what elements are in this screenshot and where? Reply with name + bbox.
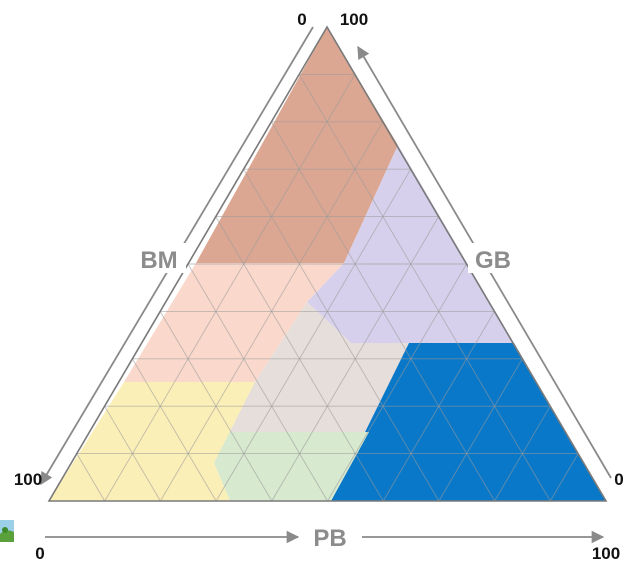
bm-end-value: 100	[14, 470, 42, 489]
grid-line-diagonal-left	[215, 168, 412, 502]
grid-line-diagonal-right	[271, 121, 495, 502]
bm-start-value: 0	[297, 10, 306, 29]
region-mixed-left	[49, 382, 255, 501]
grid-line-diagonal-right	[132, 358, 217, 502]
grid-line-diagonal-left	[160, 121, 384, 502]
pb-start-value: 0	[35, 544, 44, 563]
gb-label-bg	[468, 243, 518, 273]
grid-line-diagonal-left	[327, 263, 467, 502]
gb-axis-label: GB	[475, 247, 511, 274]
pb-axis-label: PB	[313, 525, 346, 552]
gb-start-value: 0	[614, 470, 623, 489]
pb-end-value: 100	[592, 544, 620, 563]
region-pb-rich	[331, 343, 606, 501]
grid-lines	[76, 73, 579, 502]
region-mixed-center	[228, 302, 409, 432]
gb-end-value: 100	[340, 10, 368, 29]
region-mixed-lower	[214, 432, 369, 501]
grid-line-diagonal-left	[438, 358, 523, 502]
region-bm-rich	[196, 27, 398, 263]
region-mixed-bm	[124, 263, 344, 382]
grid-line-diagonal-right	[187, 263, 328, 502]
grid-line-diagonal-right	[298, 74, 551, 502]
grid-line-diagonal-left	[549, 453, 579, 502]
grid-line-diagonal-left	[104, 74, 356, 502]
bm-label-bg	[134, 243, 186, 273]
grid-line-diagonal-right	[243, 168, 440, 502]
region-gb-rich	[307, 145, 514, 343]
bm-axis-label: BM	[140, 247, 177, 274]
triangle-outline	[47, 25, 608, 502]
grid-line-diagonal-right	[76, 453, 106, 502]
thumbnail-image	[0, 520, 14, 542]
